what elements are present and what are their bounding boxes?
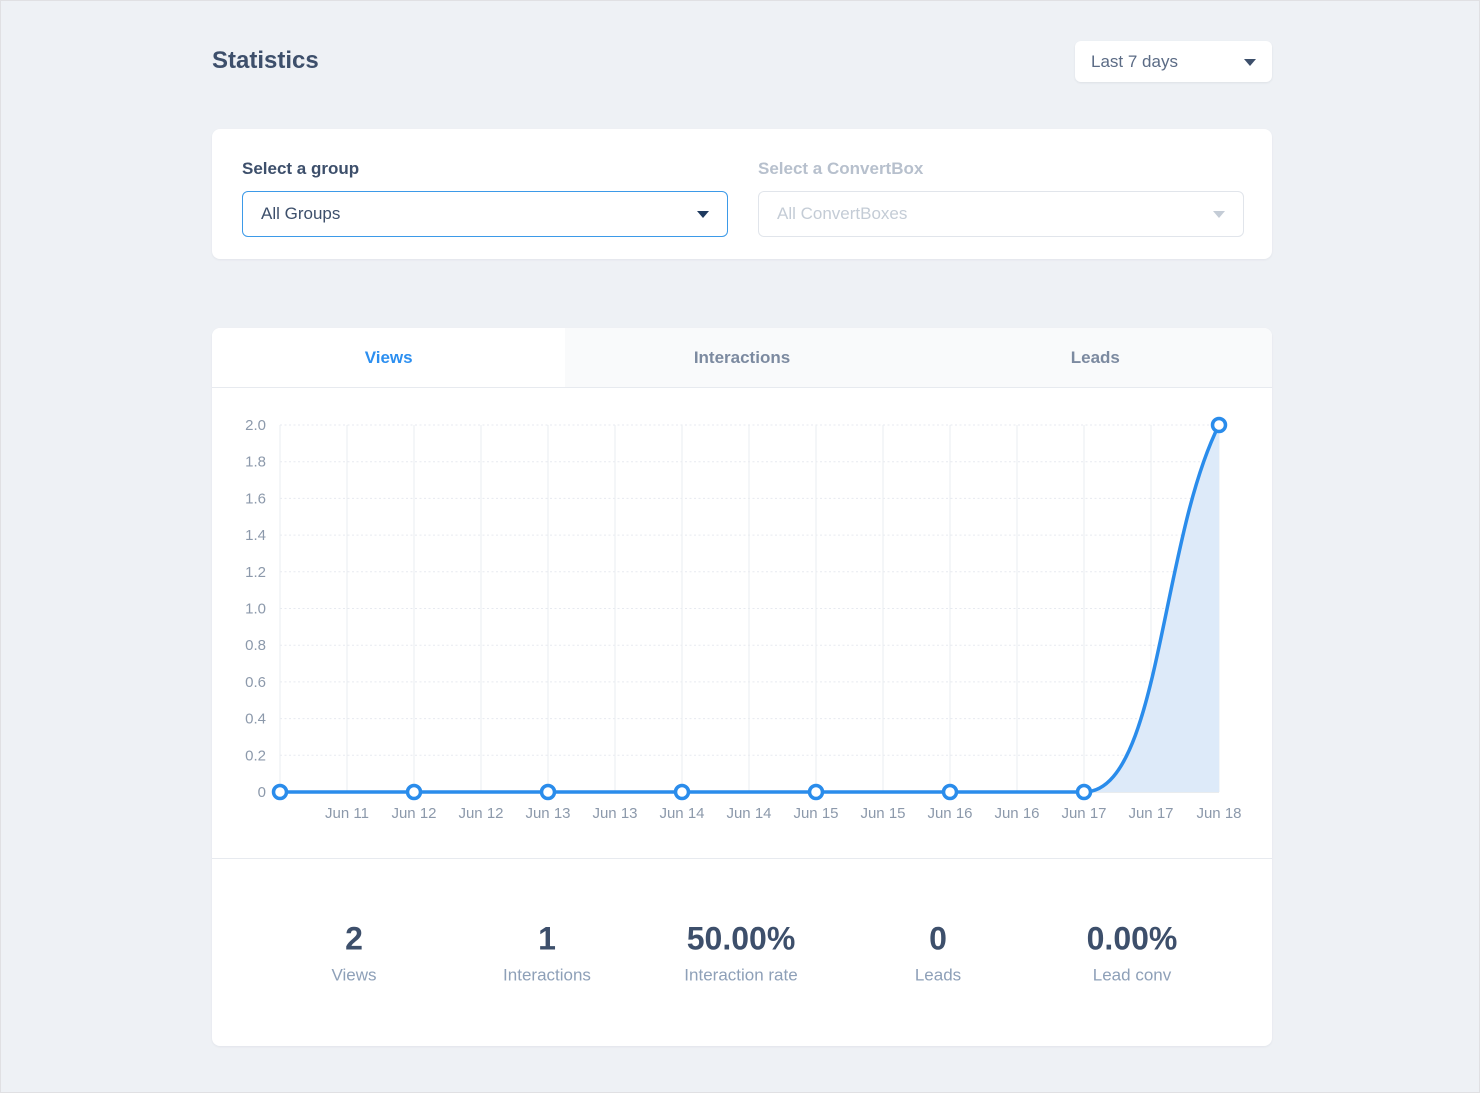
svg-text:0.4: 0.4 xyxy=(245,711,266,728)
svg-text:Jun 15: Jun 15 xyxy=(860,805,905,822)
svg-text:Jun 17: Jun 17 xyxy=(1128,805,1173,822)
svg-text:1.6: 1.6 xyxy=(245,490,266,507)
svg-text:Jun 11: Jun 11 xyxy=(325,805,369,822)
svg-text:Jun 14: Jun 14 xyxy=(726,805,771,822)
svg-text:1.2: 1.2 xyxy=(245,564,266,581)
svg-text:Jun 12: Jun 12 xyxy=(391,805,436,822)
svg-text:0: 0 xyxy=(258,784,266,801)
svg-text:1.0: 1.0 xyxy=(245,601,266,618)
svg-text:1.8: 1.8 xyxy=(245,454,266,471)
svg-text:0.2: 0.2 xyxy=(245,747,266,764)
svg-text:1.4: 1.4 xyxy=(245,527,266,544)
svg-text:Jun 16: Jun 16 xyxy=(994,805,1039,822)
svg-text:Jun 17: Jun 17 xyxy=(1061,805,1106,822)
svg-text:2.0: 2.0 xyxy=(245,417,266,434)
svg-text:Jun 15: Jun 15 xyxy=(793,805,838,822)
svg-text:0.8: 0.8 xyxy=(245,637,266,654)
svg-text:Jun 14: Jun 14 xyxy=(659,805,704,822)
svg-text:0.6: 0.6 xyxy=(245,674,266,691)
svg-text:Jun 12: Jun 12 xyxy=(458,805,503,822)
svg-text:Jun 18: Jun 18 xyxy=(1196,805,1241,822)
svg-text:Jun 13: Jun 13 xyxy=(525,805,570,822)
svg-text:Jun 16: Jun 16 xyxy=(927,805,972,822)
svg-text:Jun 13: Jun 13 xyxy=(592,805,637,822)
